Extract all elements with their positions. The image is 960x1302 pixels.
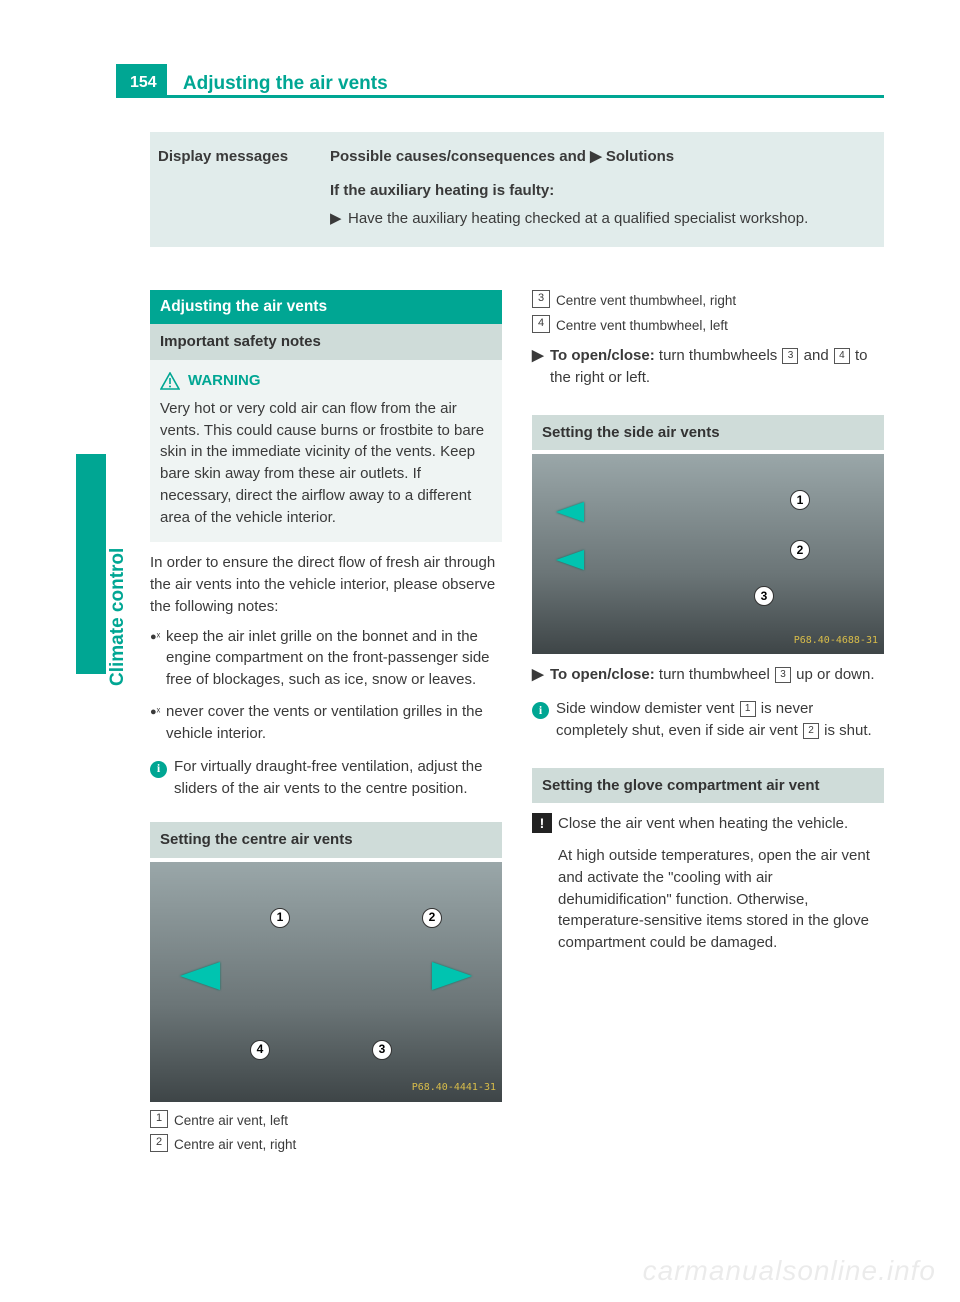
figure-marker-3: 3 — [372, 1040, 392, 1060]
figure-marker-2: 2 — [790, 540, 810, 560]
legend-num-1: 1 — [150, 1110, 168, 1128]
list-item-text: never cover the vents or ventilation gri… — [166, 701, 502, 745]
centre-action-text: To open/close: turn thumbwheels 3 and 4 … — [550, 345, 884, 389]
figure-code: P68.40-4688-31 — [794, 634, 878, 649]
side-info-note: i Side window demister vent 1 is never c… — [532, 698, 884, 742]
list-item: ●ˣ keep the air inlet grille on the bonn… — [150, 626, 502, 691]
inline-num-4: 4 — [834, 348, 850, 364]
side-info-text: Side window demister vent 1 is never com… — [554, 698, 884, 742]
action-arrow-icon: ▶ — [330, 208, 348, 230]
content-columns: Adjusting the air vents Important safety… — [150, 290, 884, 1262]
arrow-icon — [556, 550, 584, 570]
page-number: 154 — [116, 64, 167, 98]
warning-text: Very hot or very cold air can flow from … — [160, 398, 492, 529]
arrow-icon — [432, 962, 472, 990]
info-icon: i — [532, 702, 549, 719]
subsection-centre-vents: Setting the centre air vents — [150, 822, 502, 858]
left-column: Adjusting the air vents Important safety… — [150, 290, 502, 1262]
bullet-icon: ●ˣ — [150, 626, 166, 691]
figure-centre-vents: P68.40-4441-31 1 2 3 4 — [150, 862, 502, 1102]
glove-paragraph: At high outside temperatures, open the a… — [558, 845, 884, 954]
info-note: i For virtually draught-free ventilation… — [150, 756, 502, 800]
right-column: 3 Centre vent thumbwheel, right 4 Centre… — [532, 290, 884, 1262]
legend-text: Centre air vent, left — [174, 1110, 502, 1131]
page-header: 154 Adjusting the air vents — [116, 64, 884, 98]
display-messages-table: Display messages Possible causes/consequ… — [150, 132, 884, 247]
figure-marker-1: 1 — [270, 908, 290, 928]
inline-num-1: 1 — [740, 701, 756, 717]
side-tab — [76, 454, 106, 674]
legend-num-2: 2 — [150, 1134, 168, 1152]
figure-code: P68.40-4441-31 — [412, 1081, 496, 1096]
legend-centre: 1 Centre air vent, left 2 Centre air ven… — [150, 1110, 502, 1155]
side-action: ▶ To open/close: turn thumbwheel 3 up or… — [532, 664, 884, 686]
legend-item: 1 Centre air vent, left — [150, 1110, 502, 1131]
inline-num-3: 3 — [775, 667, 791, 683]
glove-warning-text: Close the air vent when heating the vehi… — [552, 813, 884, 835]
warning-label: WARNING — [188, 370, 261, 392]
arrow-icon — [556, 502, 584, 522]
action-arrow-icon: ▶ — [532, 664, 550, 686]
action-label: To open/close: — [550, 666, 655, 683]
glove-warning: ! Close the air vent when heating the ve… — [532, 813, 884, 835]
legend-num-4: 4 — [532, 315, 550, 333]
subsection-glove-vent: Setting the glove compartment air vent — [532, 768, 884, 804]
list-item: ●ˣ never cover the vents or ventilation … — [150, 701, 502, 745]
arrow-icon — [180, 962, 220, 990]
table-head-right: Possible causes/consequences and ▶ Solut… — [330, 146, 852, 168]
info-icon: i — [150, 761, 167, 778]
intro-paragraph: In order to ensure the direct flow of fr… — [150, 552, 502, 617]
subsection-safety-notes: Important safety notes — [150, 324, 502, 360]
bullet-icon: ●ˣ — [150, 701, 166, 745]
figure-marker-3: 3 — [754, 586, 774, 606]
page-header-title: Adjusting the air vents — [171, 64, 388, 98]
legend-item: 4 Centre vent thumbwheel, left — [532, 315, 884, 336]
notes-list: ●ˣ keep the air inlet grille on the bonn… — [150, 626, 502, 745]
legend-text: Centre vent thumbwheel, left — [556, 315, 884, 336]
centre-action: ▶ To open/close: turn thumbwheels 3 and … — [532, 345, 884, 389]
side-label: Climate control — [104, 548, 132, 686]
info-text: For virtually draught-free ventilation, … — [172, 756, 502, 800]
subsection-side-vents: Setting the side air vents — [532, 415, 884, 451]
list-item-text: keep the air inlet grille on the bonnet … — [166, 626, 502, 691]
inline-num-3: 3 — [782, 348, 798, 364]
legend-num-3: 3 — [532, 290, 550, 308]
figure-marker-1: 1 — [790, 490, 810, 510]
exclamation-icon: ! — [532, 813, 552, 833]
figure-side-vents: P68.40-4688-31 1 2 3 — [532, 454, 884, 654]
figure-marker-2: 2 — [422, 908, 442, 928]
legend-text: Centre vent thumbwheel, right — [556, 290, 884, 311]
inline-num-2: 2 — [803, 723, 819, 739]
table-action-text: Have the auxiliary heating checked at a … — [348, 208, 852, 230]
warning-triangle-icon — [160, 372, 180, 390]
legend-centre-cont: 3 Centre vent thumbwheel, right 4 Centre… — [532, 290, 884, 335]
legend-item: 2 Centre air vent, right — [150, 1134, 502, 1155]
warning-box: WARNING Very hot or very cold air can fl… — [150, 360, 502, 542]
legend-item: 3 Centre vent thumbwheel, right — [532, 290, 884, 311]
table-subhead: If the auxiliary heating is faulty: — [330, 180, 852, 202]
action-label: To open/close: — [550, 347, 655, 364]
section-adjusting-vents: Adjusting the air vents — [150, 290, 502, 324]
figure-marker-4: 4 — [250, 1040, 270, 1060]
action-arrow-icon: ▶ — [532, 345, 550, 389]
table-head-left: Display messages — [150, 146, 330, 168]
legend-text: Centre air vent, right — [174, 1134, 502, 1155]
watermark: carmanualsonline.info — [643, 1251, 936, 1292]
side-action-text: To open/close: turn thumbwheel 3 up or d… — [550, 664, 884, 686]
